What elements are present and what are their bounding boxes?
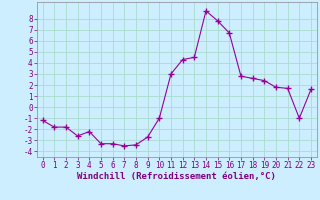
X-axis label: Windchill (Refroidissement éolien,°C): Windchill (Refroidissement éolien,°C) [77,172,276,181]
